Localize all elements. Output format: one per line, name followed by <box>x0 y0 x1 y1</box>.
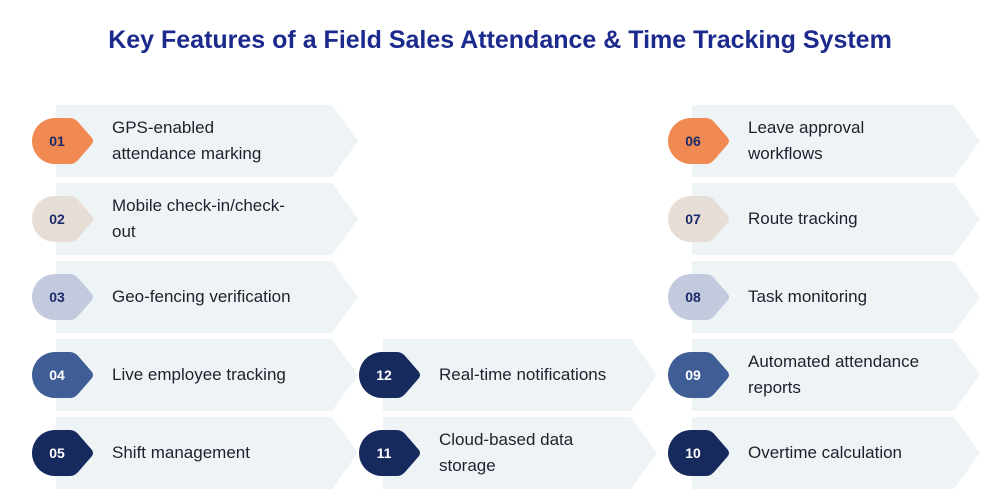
feature-label-line-1: Overtime calculation <box>748 443 903 462</box>
card-background <box>383 339 657 411</box>
card-background <box>692 339 980 411</box>
feature-card-11: 11 Cloud-based data storage <box>359 417 657 489</box>
card-background <box>692 105 980 177</box>
card-background <box>692 417 980 489</box>
feature-label-line-1: Task monitoring <box>748 287 868 306</box>
badge-number: 03 <box>49 289 65 305</box>
feature-label: Leave approval workflows <box>748 105 950 177</box>
number-badge: 02 <box>32 196 94 242</box>
card-background <box>56 261 358 333</box>
badge-number: 02 <box>49 211 65 227</box>
feature-card-09: 09 Automated attendance reports <box>668 339 980 411</box>
badge-number: 08 <box>685 289 701 305</box>
card-background <box>692 261 980 333</box>
feature-label: Mobile check-in/check-out <box>112 183 328 255</box>
number-badge: 05 <box>32 430 94 476</box>
feature-card-01: 01 GPS-enabled attendance marking <box>32 105 358 177</box>
feature-label-line-1: Shift management <box>112 443 250 462</box>
badge-shape <box>32 430 93 476</box>
number-badge: 10 <box>668 430 730 476</box>
feature-card-03: 03 Geo-fencing verification <box>32 261 358 333</box>
badge-shape <box>32 274 93 320</box>
number-badge: 03 <box>32 274 94 320</box>
number-badge: 08 <box>668 274 730 320</box>
number-badge: 09 <box>668 352 730 398</box>
badge-number: 10 <box>685 445 701 461</box>
badge-shape <box>668 430 729 476</box>
card-background <box>56 105 358 177</box>
feature-label: Task monitoring <box>748 261 950 333</box>
feature-label-line-1: Route tracking <box>748 209 858 228</box>
badge-shape <box>32 352 93 398</box>
feature-card-08: 08 Task monitoring <box>668 261 980 333</box>
feature-card-10: 10 Overtime calculation <box>668 417 980 489</box>
feature-label-line-1: Live employee tracking <box>112 365 286 384</box>
number-badge: 01 <box>32 118 94 164</box>
badge-number: 01 <box>49 133 65 149</box>
feature-label-line-2: storage <box>439 456 496 475</box>
feature-label: Cloud-based data storage <box>439 417 627 489</box>
feature-card-05: 05 Shift management <box>32 417 358 489</box>
feature-label: Geo-fencing verification <box>112 261 328 333</box>
feature-label: Overtime calculation <box>748 417 950 489</box>
badge-shape <box>359 352 420 398</box>
feature-label-line-2: reports <box>748 378 801 397</box>
number-badge: 12 <box>359 352 421 398</box>
feature-card-12: 12 Real-time notifications <box>359 339 657 411</box>
badge-shape <box>668 274 729 320</box>
badge-shape <box>668 352 729 398</box>
badge-number: 11 <box>376 445 392 461</box>
number-badge: 04 <box>32 352 94 398</box>
feature-label-line-2: out <box>112 222 136 241</box>
feature-card-02: 02 Mobile check-in/check-out <box>32 183 358 255</box>
badge-number: 05 <box>49 445 65 461</box>
feature-label: Route tracking <box>748 183 950 255</box>
card-background <box>692 183 980 255</box>
feature-label-line-2: workflows <box>748 144 823 163</box>
card-background <box>383 417 657 489</box>
badge-number: 12 <box>376 367 392 383</box>
page-title: Key Features of a Field Sales Attendance… <box>108 26 892 54</box>
number-badge: 06 <box>668 118 730 164</box>
badge-shape <box>668 118 729 164</box>
feature-label-line-1: GPS-enabled <box>112 118 215 137</box>
feature-label: Shift management <box>112 417 328 489</box>
badge-shape <box>32 196 93 242</box>
badge-number: 04 <box>49 367 65 383</box>
card-background <box>56 183 358 255</box>
feature-card-07: 07 Route tracking <box>668 183 980 255</box>
feature-label: Real-time notifications <box>439 339 627 411</box>
feature-label-line-1: Leave approval <box>748 118 865 137</box>
feature-label: Automated attendance reports <box>748 339 950 411</box>
badge-number: 07 <box>685 211 701 227</box>
feature-label-line-1: Geo-fencing verification <box>112 287 291 306</box>
card-background <box>56 417 358 489</box>
feature-label-line-1: Cloud-based data <box>439 430 574 449</box>
number-badge: 07 <box>668 196 730 242</box>
feature-label-line-1: Real-time notifications <box>439 365 607 384</box>
badge-number: 09 <box>685 367 701 383</box>
badge-shape <box>32 118 93 164</box>
feature-label-line-1: Mobile check-in/check- <box>112 196 285 215</box>
number-badge: 11 <box>359 430 421 476</box>
feature-card-04: 04 Live employee tracking <box>32 339 358 411</box>
feature-label-line-1: Automated attendance <box>748 352 920 371</box>
feature-label: GPS-enabled attendance marking <box>112 105 328 177</box>
card-background <box>56 339 358 411</box>
badge-number: 06 <box>685 133 701 149</box>
badge-shape <box>668 196 729 242</box>
feature-label-line-2: attendance marking <box>112 144 262 163</box>
feature-card-06: 06 Leave approval workflows <box>668 105 980 177</box>
badge-shape <box>359 430 420 476</box>
feature-label: Live employee tracking <box>112 339 328 411</box>
